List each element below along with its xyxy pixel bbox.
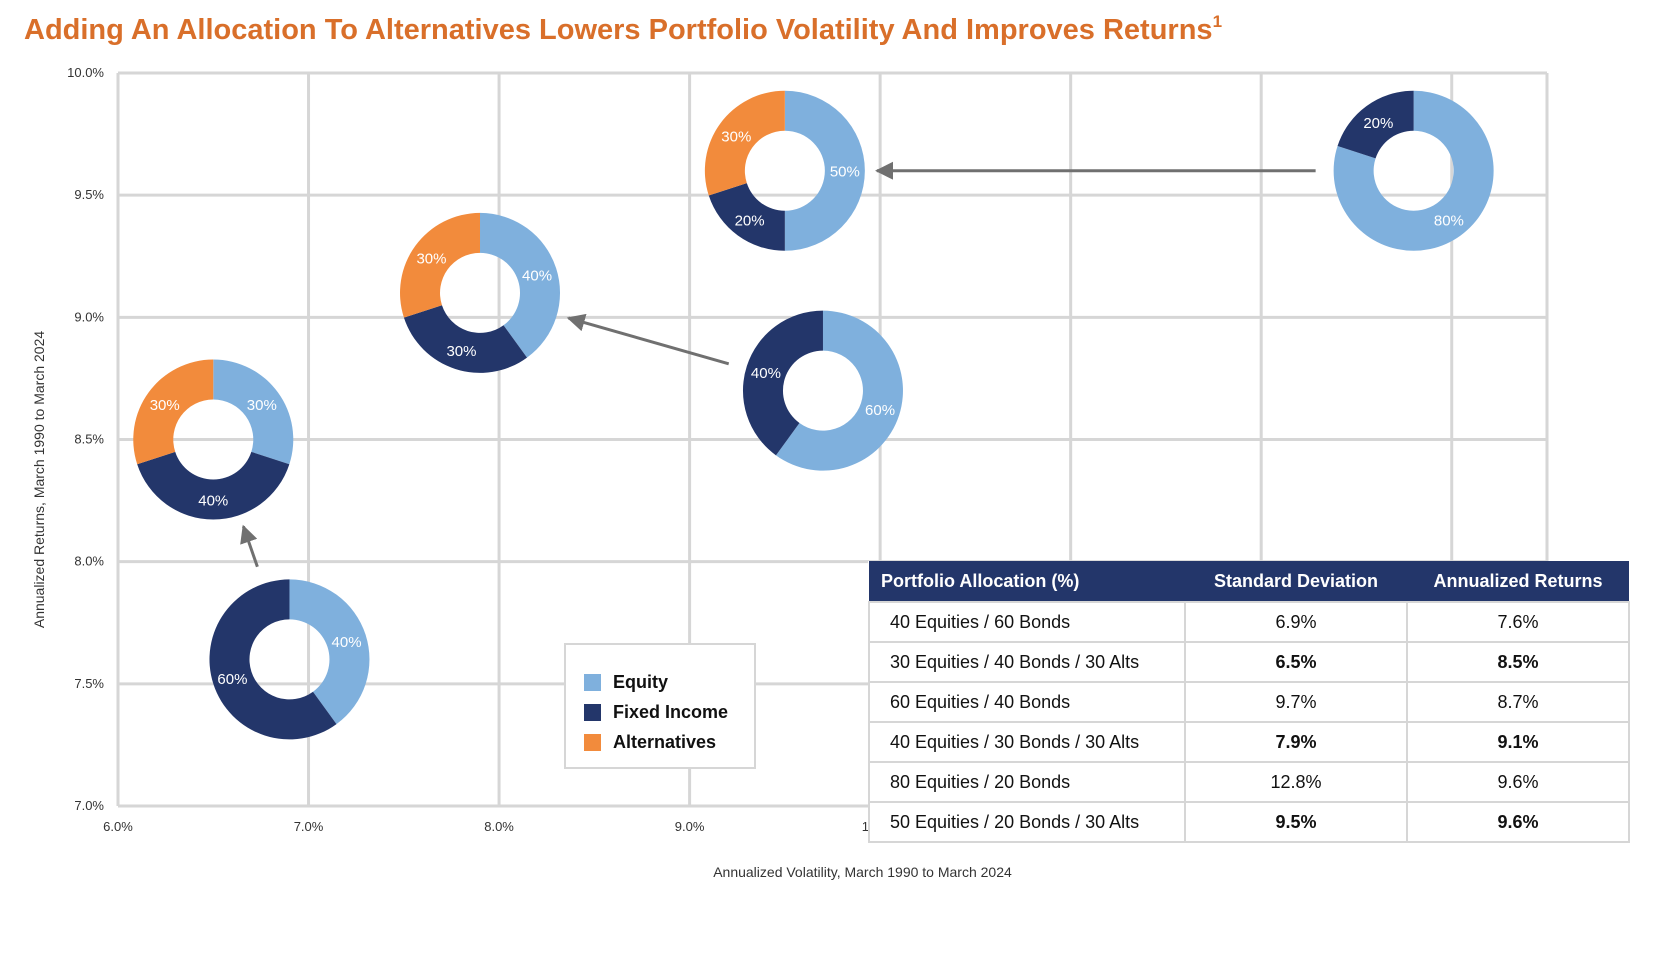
donut-slice-label: 60%: [217, 671, 247, 688]
y-tick-label: 7.0%: [74, 798, 104, 813]
cell-std-dev: 9.5%: [1184, 801, 1408, 843]
y-tick-label: 10.0%: [67, 65, 104, 80]
donut-slice-label: 30%: [247, 397, 277, 414]
donut-slice-label: 50%: [830, 164, 860, 181]
cell-allocation: 80 Equities / 20 Bonds: [868, 761, 1186, 803]
donut-slice-label: 30%: [446, 343, 476, 360]
x-tick-label: 9.0%: [675, 819, 705, 834]
table-row: 50 Equities / 20 Bonds / 30 Alts 9.5% 9.…: [868, 801, 1630, 843]
legend-label-alternatives: Alternatives: [613, 731, 717, 752]
table-row: 80 Equities / 20 Bonds 12.8% 9.6%: [868, 761, 1630, 803]
x-axis-label: Annualized Volatility, March 1990 to Mar…: [713, 864, 1012, 880]
cell-returns: 9.6%: [1406, 801, 1630, 843]
y-tick-label: 8.0%: [74, 554, 104, 569]
cell-allocation: 40 Equities / 30 Bonds / 30 Alts: [868, 721, 1186, 763]
donut-30-equities-40-bonds-30-alts: 30% 40% 30%: [133, 359, 294, 520]
cell-allocation: 50 Equities / 20 Bonds / 30 Alts: [868, 801, 1186, 843]
title-footnote-marker: 1: [1212, 12, 1223, 31]
donut-slice-label: 20%: [735, 212, 765, 229]
cell-std-dev: 12.8%: [1184, 761, 1408, 803]
table-row: 60 Equities / 40 Bonds 9.7% 8.7%: [868, 681, 1630, 723]
legend-label-equity: Equity: [613, 671, 669, 692]
cell-returns: 8.7%: [1406, 681, 1630, 723]
donut-slice-fixed-income: [708, 183, 785, 251]
cell-allocation: 60 Equities / 40 Bonds: [868, 681, 1186, 723]
cell-std-dev: 9.7%: [1184, 681, 1408, 723]
donut-slice-fixed-income: [137, 451, 290, 520]
cell-std-dev: 6.5%: [1184, 641, 1408, 683]
y-axis-label: Annualized Returns, March 1990 to March …: [31, 331, 47, 628]
x-tick-label: 7.0%: [294, 819, 324, 834]
y-tick-label: 9.0%: [74, 309, 104, 324]
donut-slice-fixed-income: [209, 579, 337, 740]
donut-slice-equity: [775, 310, 903, 471]
donut-slice-equity: [213, 359, 294, 465]
donut-layer: 40% 60% 30% 40% 30% 60% 40% 40% 30% 30% 80% 20% 50% 2…: [133, 90, 1494, 740]
donut-slice-label: 30%: [150, 397, 180, 414]
legend-swatch-equity: [584, 673, 601, 691]
legend-swatch-fixed-income: [584, 703, 601, 721]
table-row: 30 Equities / 40 Bonds / 30 Alts 6.5% 8.…: [868, 641, 1630, 683]
donut-slice-label: 40%: [522, 267, 552, 284]
cell-returns: 7.6%: [1406, 601, 1630, 643]
donut-slice-alternatives: [133, 359, 214, 465]
cell-allocation: 30 Equities / 40 Bonds / 30 Alts: [868, 641, 1186, 683]
donut-40-equities-60-bonds: 40% 60%: [209, 579, 370, 740]
cell-allocation: 40 Equities / 60 Bonds: [868, 601, 1186, 643]
donut-slice-equity: [1333, 90, 1494, 251]
x-tick-label: 6.0%: [103, 819, 133, 834]
y-tick-label: 8.5%: [74, 432, 104, 447]
legend: Equity Fixed Income Alternatives: [564, 643, 756, 769]
legend-label-fixed-income: Fixed Income: [613, 701, 729, 722]
legend-swatch-alternatives: [584, 733, 601, 751]
donut-slice-fixed-income: [403, 305, 528, 373]
donut-slice-label: 30%: [721, 128, 751, 145]
donut-40-equities-30-bonds-30-alts: 40% 30% 30%: [400, 212, 561, 373]
donut-slice-label: 30%: [416, 251, 446, 268]
donut-60-equities-40-bonds: 60% 40%: [742, 310, 903, 471]
y-tick-label: 7.5%: [74, 676, 104, 691]
header-standard-deviation: Standard Deviation: [1185, 561, 1407, 602]
axis-layer: 6.0%7.0%8.0%9.0%10.0%11.0%12.0%13.0%7.0%…: [31, 65, 1471, 880]
donut-slice-equity: [480, 212, 561, 358]
table-header-row: Portfolio Allocation (%) Standard Deviat…: [869, 561, 1629, 602]
cell-std-dev: 7.9%: [1184, 721, 1408, 763]
donut-slice-label: 80%: [1434, 212, 1464, 229]
y-tick-label: 9.5%: [74, 187, 104, 202]
donut-slice-label: 40%: [332, 634, 362, 651]
legend-item-fixed-income: Fixed Income: [584, 697, 754, 727]
donut-slice-label: 40%: [198, 493, 228, 510]
donut-slice-alternatives: [704, 90, 785, 196]
donut-slice-label: 20%: [1363, 115, 1393, 132]
legend-item-equity: Equity: [584, 667, 754, 697]
donut-slice-fixed-income: [742, 310, 823, 456]
donut-slice-equity: [784, 90, 865, 251]
donut-50-equities-20-bonds-30-alts: 50% 20% 30%: [704, 90, 865, 251]
cell-returns: 9.6%: [1406, 761, 1630, 803]
donut-slice-label: 60%: [865, 402, 895, 419]
legend-item-alternatives: Alternatives: [584, 727, 754, 757]
arrow-40-equities-60-bonds-to-30-equities-40-bonds-30-alts: [240, 524, 259, 568]
donut-80-equities-20-bonds: 80% 20%: [1333, 90, 1494, 251]
table-row: 40 Equities / 60 Bonds 6.9% 7.6%: [868, 601, 1630, 643]
allocation-table: Portfolio Allocation (%) Standard Deviat…: [868, 561, 1630, 843]
donut-slice-equity: [289, 579, 370, 725]
cell-returns: 9.1%: [1406, 721, 1630, 763]
arrow-60-equities-40-bonds-to-40-equities-30-bonds-30-alts: [566, 313, 730, 366]
header-portfolio-allocation: Portfolio Allocation (%): [869, 561, 1185, 602]
chart-title: Adding An Allocation To Alternatives Low…: [24, 12, 1223, 47]
cell-std-dev: 6.9%: [1184, 601, 1408, 643]
donut-slice-fixed-income: [1337, 90, 1414, 159]
table-row: 40 Equities / 30 Bonds / 30 Alts 7.9% 9.…: [868, 721, 1630, 763]
donut-slice-label: 40%: [751, 365, 781, 382]
arrow-layer: [240, 161, 1316, 568]
x-tick-label: 8.0%: [484, 819, 514, 834]
chart-title-text: Adding An Allocation To Alternatives Low…: [24, 14, 1213, 46]
header-annualized-returns: Annualized Returns: [1407, 561, 1629, 602]
donut-slice-alternatives: [400, 212, 481, 318]
cell-returns: 8.5%: [1406, 641, 1630, 683]
